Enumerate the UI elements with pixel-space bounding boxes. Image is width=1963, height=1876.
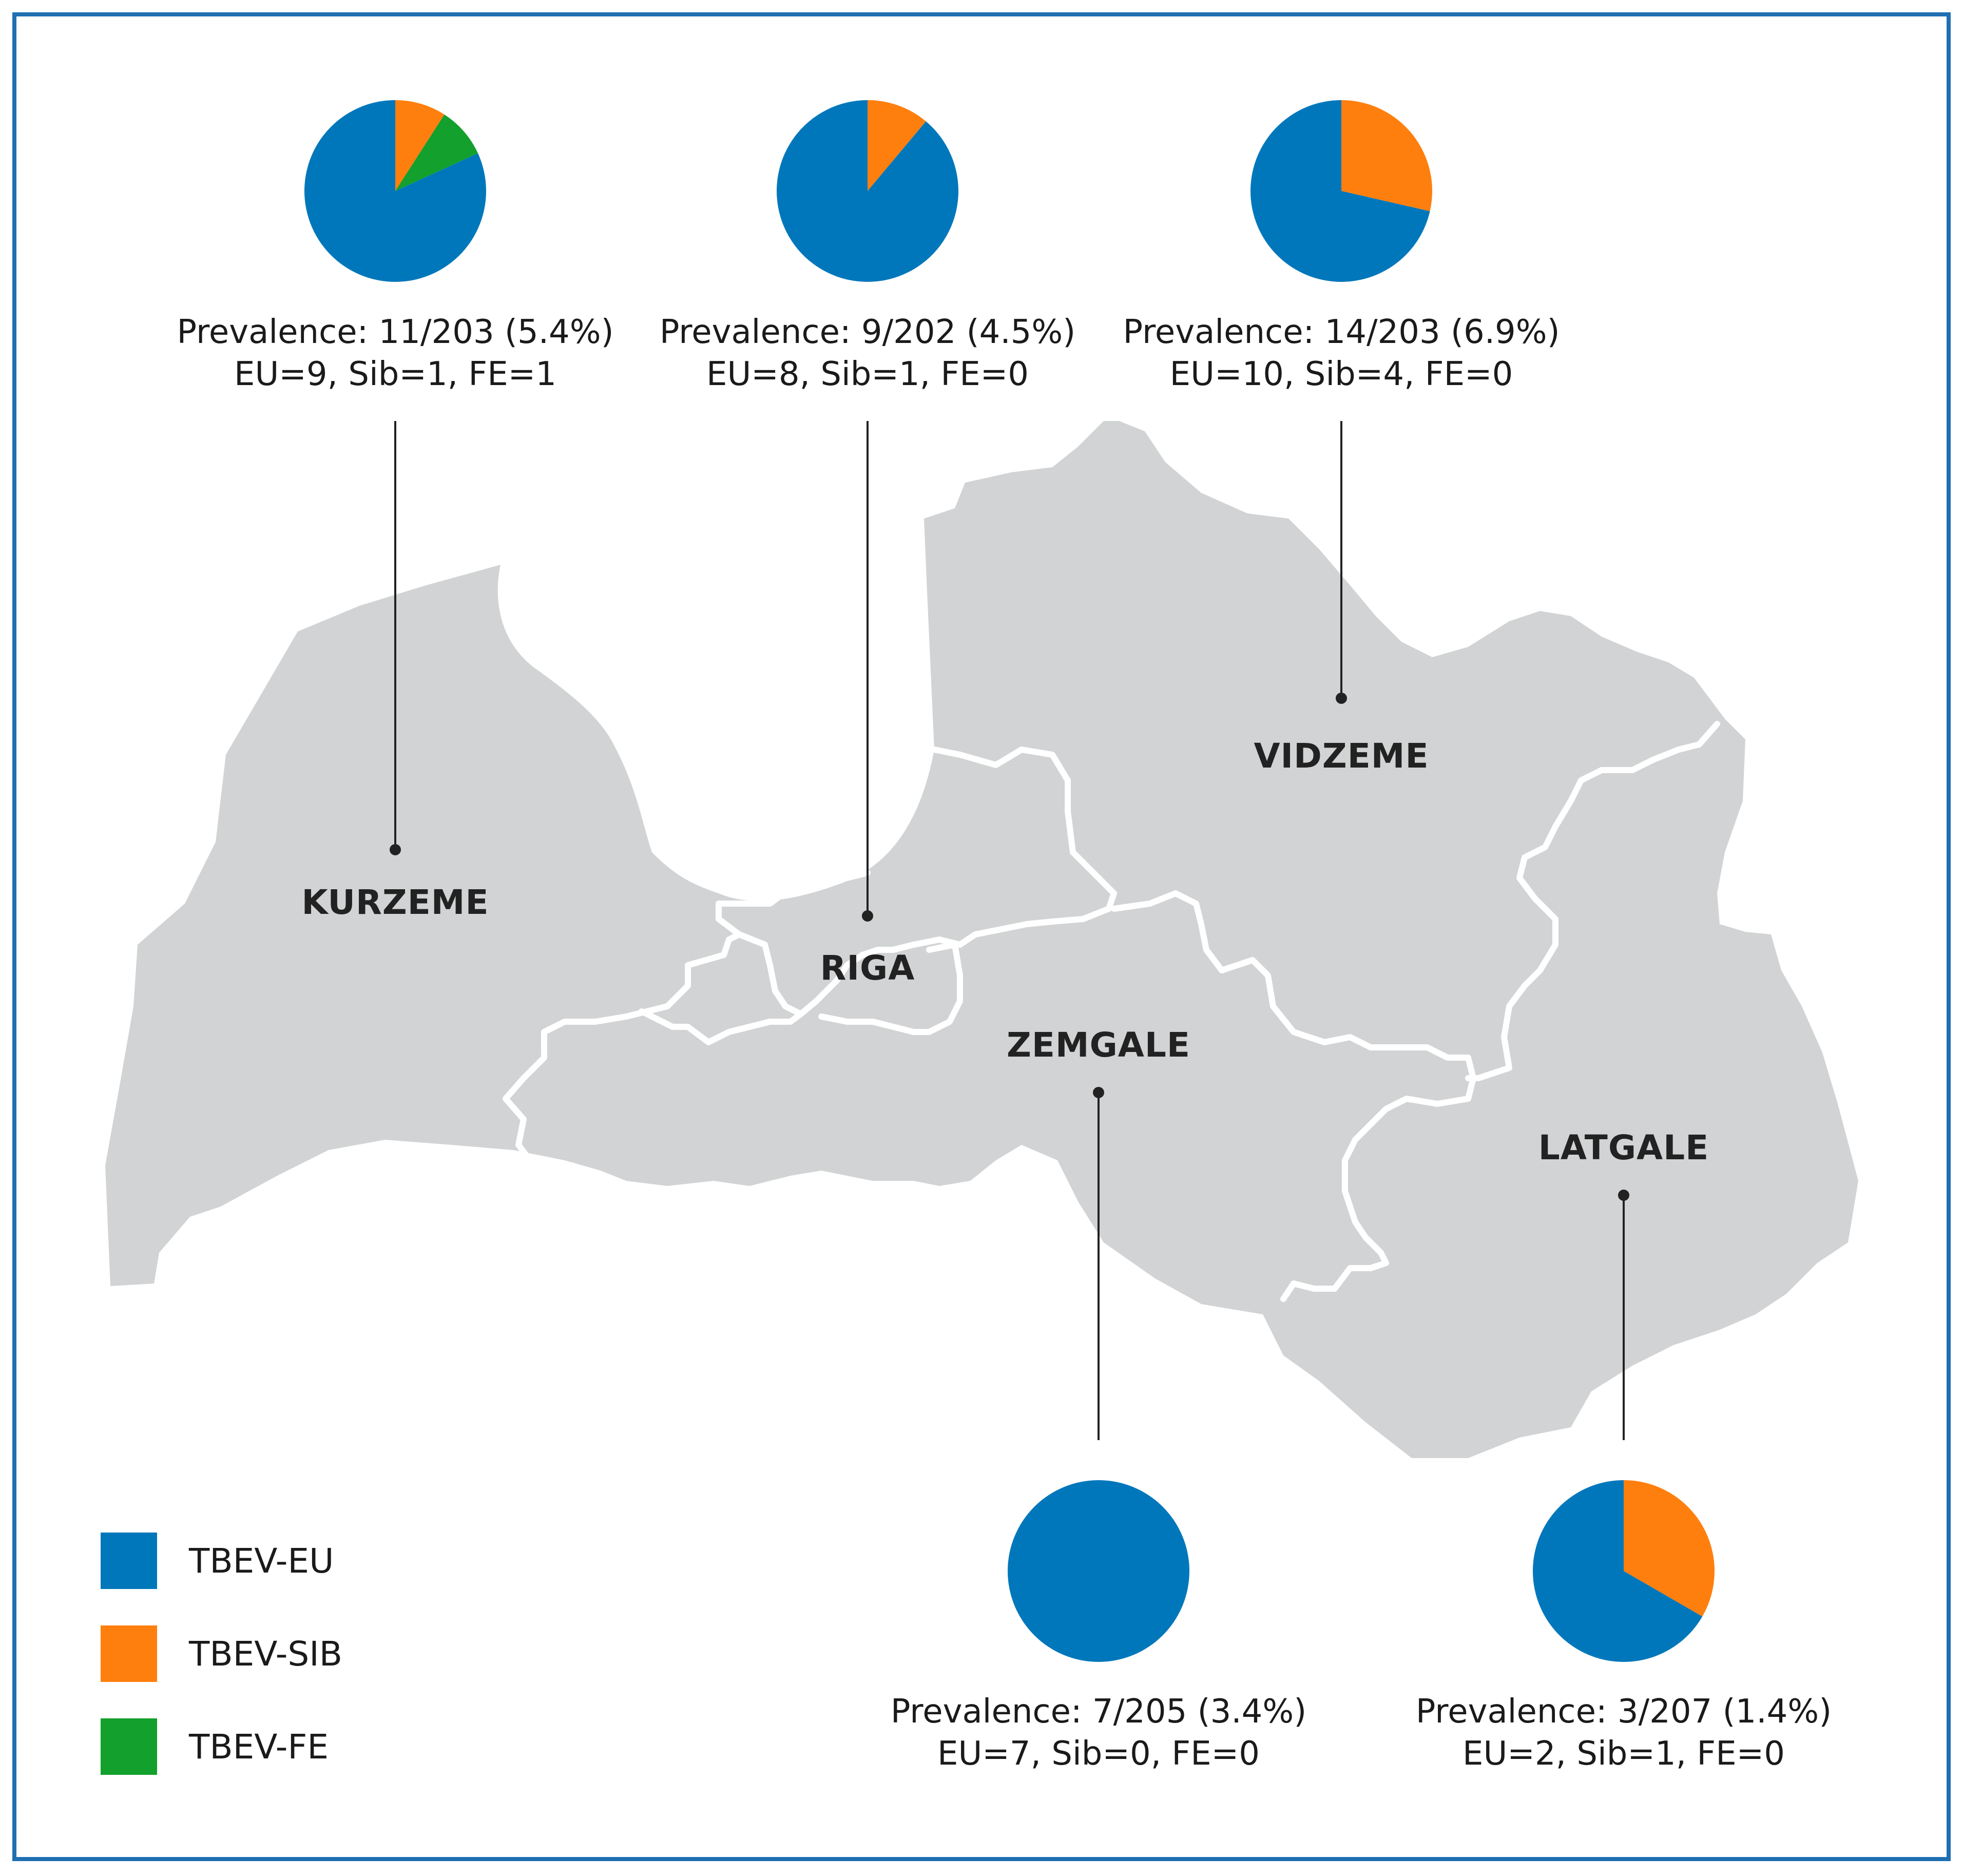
legend-swatch-sib bbox=[101, 1625, 157, 1682]
anchor-dot-latgale bbox=[1618, 1190, 1629, 1201]
legend-swatch-fe bbox=[101, 1718, 157, 1775]
border-riga bbox=[639, 746, 1117, 1045]
counts-text-zemgale: EU=7, Sib=0, FE=0 bbox=[937, 1735, 1260, 1773]
counts-text-kurzeme: EU=9, Sib=1, FE=1 bbox=[234, 355, 556, 393]
region-name-latgale: LATGALE bbox=[1538, 1128, 1709, 1167]
anchor-dot-zemgale bbox=[1093, 1087, 1104, 1098]
prevalence-captions: Prevalence: 11/203 (5.4%) EU=9, Sib=1, F… bbox=[177, 313, 1832, 1773]
border-riga-south bbox=[716, 870, 871, 937]
counts-text-latgale: EU=2, Sib=1, FE=0 bbox=[1462, 1735, 1785, 1773]
pie-slice-latgale-eu bbox=[1533, 1480, 1703, 1662]
legend-label-sib: TBEV-SIB bbox=[188, 1634, 342, 1674]
region-name-kurzeme: KURZEME bbox=[301, 883, 489, 922]
prevalence-text-vidzeme: Prevalence: 14/203 (6.9%) bbox=[1123, 313, 1560, 351]
border-vidzeme-latgale bbox=[1465, 721, 1720, 1081]
legend-label-eu: TBEV-EU bbox=[188, 1541, 334, 1581]
pie-slice-kurzeme-fe bbox=[395, 114, 478, 191]
prevalence-text-riga: Prevalence: 9/202 (4.5%) bbox=[660, 313, 1075, 351]
region-labels: KURZEME RIGA VIDZEME ZEMGALE LATGALE bbox=[301, 736, 1709, 1167]
pie-slice-kurzeme-sib bbox=[395, 100, 445, 191]
legend: TBEV-EU TBEV-SIB TBEV-FE bbox=[101, 1533, 342, 1775]
pie-vidzeme bbox=[1250, 100, 1432, 282]
prevalence-text-latgale: Prevalence: 3/207 (1.4%) bbox=[1416, 1693, 1832, 1731]
counts-text-riga: EU=8, Sib=1, FE=0 bbox=[706, 355, 1029, 393]
pie-slice-riga-sib bbox=[868, 100, 926, 191]
leader-lines bbox=[390, 421, 1629, 1440]
prevalence-text-zemgale: Prevalence: 7/205 (3.4%) bbox=[891, 1693, 1306, 1731]
pie-slice-vidzeme-eu bbox=[1250, 100, 1430, 282]
counts-text-vidzeme: EU=10, Sib=4, FE=0 bbox=[1170, 355, 1513, 393]
region-borders bbox=[503, 721, 1720, 1302]
region-name-zemgale: ZEMGALE bbox=[1007, 1025, 1190, 1065]
latvia-map bbox=[105, 421, 1858, 1458]
legend-swatch-eu bbox=[101, 1533, 157, 1589]
pie-kurzeme bbox=[304, 100, 486, 282]
border-riga-west bbox=[736, 931, 804, 1017]
pie-riga bbox=[776, 100, 958, 282]
region-name-riga: RIGA bbox=[820, 948, 915, 988]
legend-label-fe: TBEV-FE bbox=[188, 1727, 329, 1767]
region-name-vidzeme: VIDZEME bbox=[1254, 736, 1429, 776]
border-riga-zemgale bbox=[818, 942, 963, 1035]
pie-slice-kurzeme-eu bbox=[304, 100, 486, 282]
pie-zemgale bbox=[1008, 1480, 1189, 1662]
pie-slice-vidzeme-sib bbox=[1341, 100, 1432, 212]
pie-slice-latgale-sib bbox=[1624, 1480, 1715, 1617]
pie-slice-zemgale-eu bbox=[1008, 1480, 1189, 1662]
border-kurzeme-zemgale bbox=[503, 931, 742, 1169]
anchor-dot-kurzeme bbox=[390, 844, 401, 855]
pie-latgale bbox=[1533, 1480, 1715, 1662]
anchor-dot-riga bbox=[862, 910, 873, 922]
pie-slice-riga-eu bbox=[776, 100, 958, 282]
country-outline bbox=[105, 421, 1858, 1458]
prevalence-text-kurzeme: Prevalence: 11/203 (5.4%) bbox=[177, 313, 613, 351]
anchor-dot-vidzeme bbox=[1336, 693, 1347, 704]
